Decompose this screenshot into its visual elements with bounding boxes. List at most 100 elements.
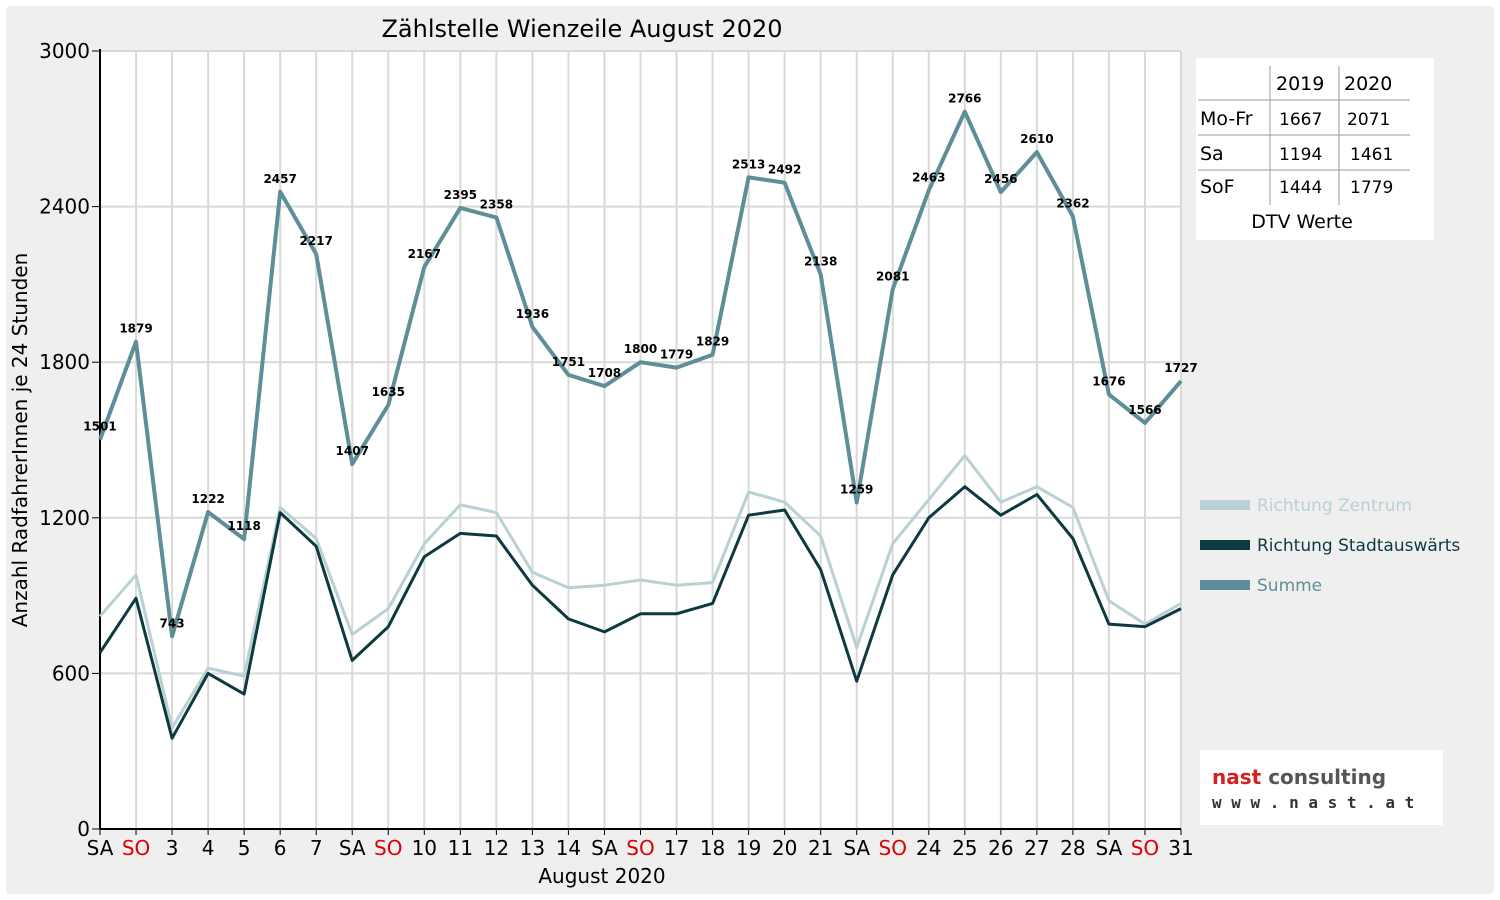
x-tick-label: 27	[1024, 836, 1049, 860]
x-tick-label: SO	[122, 836, 150, 860]
data-label: 2457	[263, 172, 296, 186]
series-line-richtung-stadtauswaerts	[98, 485, 1182, 740]
x-tick-label: 6	[274, 836, 287, 860]
legend-label-summe: Summe	[1257, 576, 1322, 596]
data-label: 2358	[480, 197, 513, 211]
x-tick-labels: SA SO 3 4 5 6 7 SA SO 10 11 12 13 14 SA SO 17 18 19 20 21 SA S…	[87, 836, 1194, 860]
nast-consulting-logo: nast consulting w w w . n a s t . a t	[1200, 750, 1443, 825]
legend-swatch-richtung-stadtauswaerts	[1200, 540, 1250, 550]
logo-background	[1200, 750, 1443, 825]
x-tick-label: SO	[1131, 836, 1159, 860]
x-tick-label: 4	[202, 836, 215, 860]
y-tick-label: 1200	[39, 506, 90, 530]
x-tick-label: SA	[1096, 836, 1123, 860]
legend-label-richtung-stadtauswaerts: Richtung Stadtauswärts	[1257, 536, 1460, 556]
x-tick-label: 24	[916, 836, 941, 860]
data-label: 2610	[1020, 132, 1053, 146]
dtv-table-background	[1196, 58, 1434, 240]
data-label: 1501	[83, 420, 116, 434]
x-tick-label: 18	[700, 836, 725, 860]
x-tick-label: SO	[374, 836, 402, 860]
data-label: 1222	[191, 492, 224, 506]
data-label: 1676	[1092, 374, 1125, 388]
data-label: 1635	[372, 385, 405, 399]
x-tick-label: 10	[412, 836, 437, 860]
table-caption: DTV Werte	[1251, 211, 1353, 233]
data-label: 1879	[119, 322, 152, 336]
table-cell: 1667	[1279, 110, 1322, 130]
data-label: 1779	[660, 348, 693, 362]
x-tick-label: SO	[879, 836, 907, 860]
series-lines	[98, 109, 1183, 740]
x-tick-label: SA	[339, 836, 366, 860]
data-label: 2456	[984, 172, 1017, 186]
table-cell: 1779	[1350, 178, 1393, 198]
logo-word-nast: nast	[1212, 765, 1262, 789]
x-tick-label: SO	[626, 836, 654, 860]
x-tick-label: SA	[591, 836, 618, 860]
x-tick-label: 19	[736, 836, 761, 860]
data-label: 2492	[768, 163, 801, 177]
x-tick-label: 11	[448, 836, 473, 860]
x-tick-label: 5	[238, 836, 251, 860]
chart-title: Zählstelle Wienzeile August 2020	[381, 15, 782, 43]
x-tick-label: 25	[952, 836, 977, 860]
series-line-summe	[98, 109, 1183, 639]
data-label: 1708	[588, 366, 621, 380]
table-row-label: Sa	[1200, 143, 1224, 165]
x-tick-label: 7	[310, 836, 323, 860]
data-label: 2766	[948, 92, 981, 106]
legend-swatch-summe	[1200, 580, 1250, 590]
y-tick-label: 600	[52, 661, 90, 685]
x-tick-label: 17	[664, 836, 689, 860]
table-cell: 1194	[1279, 145, 1322, 165]
table-cell: 1461	[1350, 145, 1393, 165]
data-label: 1936	[516, 307, 549, 321]
data-label: 2513	[732, 157, 765, 171]
logo-word-consulting: consulting	[1268, 765, 1386, 789]
table-row-label: Mo-Fr	[1200, 108, 1253, 130]
data-label: 1727	[1164, 361, 1197, 375]
legend-label-richtung-zentrum: Richtung Zentrum	[1257, 496, 1412, 516]
logo-url: w w w . n a s t . a t	[1212, 793, 1414, 812]
x-tick-label: 28	[1060, 836, 1085, 860]
data-label: 2217	[299, 234, 332, 248]
legend-swatch-richtung-zentrum	[1200, 500, 1250, 510]
data-label: 1407	[336, 444, 369, 458]
y-tick-label: 0	[77, 817, 90, 841]
data-label: 1566	[1128, 403, 1161, 417]
table-row-label: SoF	[1200, 176, 1235, 198]
series-line-richtung-zentrum	[98, 454, 1182, 730]
x-tick-label: SA	[843, 836, 870, 860]
logo-text: nast consulting	[1212, 765, 1386, 789]
x-tick-label: 20	[772, 836, 797, 860]
table-cell: 2071	[1347, 110, 1390, 130]
data-label: 1829	[696, 335, 729, 349]
x-tick-label: 13	[520, 836, 545, 860]
legend: Richtung Zentrum Richtung Stadtauswärts …	[1200, 496, 1460, 596]
x-tick-label: 31	[1168, 836, 1193, 860]
table-header-2020: 2020	[1344, 73, 1392, 95]
data-label: 1118	[227, 519, 260, 533]
x-tick-label: 3	[166, 836, 179, 860]
data-label: 2463	[912, 170, 945, 184]
x-tick-label: 21	[808, 836, 833, 860]
data-label: 2395	[444, 188, 477, 202]
x-tick-label: 14	[556, 836, 581, 860]
dtv-table: 2019 2020 Mo-Fr 1667 2071 Sa 1194 1461 S…	[1196, 58, 1434, 240]
data-label: 2138	[804, 255, 837, 269]
y-tick-label: 2400	[39, 195, 90, 219]
x-tick-label: 12	[484, 836, 509, 860]
data-label: 2167	[408, 247, 441, 261]
data-label: 2362	[1056, 196, 1089, 210]
y-tick-label: 1800	[39, 350, 90, 374]
data-label: 743	[160, 616, 185, 630]
data-label: 1751	[552, 355, 585, 369]
y-tick-label: 3000	[39, 39, 90, 63]
x-axis-label: August 2020	[538, 864, 665, 888]
y-tick-labels: 0 600 1200 1800 2400 3000	[39, 39, 90, 841]
x-tick-label: SA	[87, 836, 114, 860]
data-label: 2081	[876, 269, 909, 283]
